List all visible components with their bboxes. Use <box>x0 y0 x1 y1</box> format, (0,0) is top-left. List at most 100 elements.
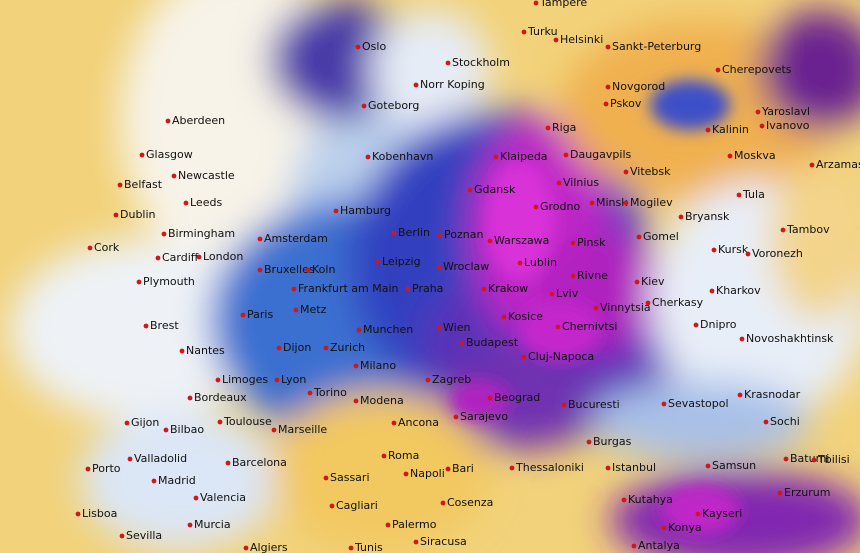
city-dot <box>780 227 786 233</box>
city-dot <box>563 152 569 158</box>
city-label: Samsun <box>712 459 756 472</box>
city-label: Roma <box>388 449 419 462</box>
city-label: Pinsk <box>577 236 606 249</box>
city-dot <box>783 456 789 462</box>
city-label: Berlin <box>398 226 430 239</box>
city-dot <box>257 236 263 242</box>
city-dot <box>271 427 277 433</box>
city-label: Porto <box>92 462 121 475</box>
city-label: Rivne <box>577 269 608 282</box>
city-dot <box>570 240 576 246</box>
city-dot <box>355 44 361 50</box>
city-dot <box>586 439 592 445</box>
city-label: Batumi <box>790 452 829 465</box>
city-label: Algiers <box>250 541 288 553</box>
city-label: Plymouth <box>143 275 195 288</box>
city-dot <box>501 314 507 320</box>
city-label: Limoges <box>222 373 268 386</box>
city-label: Madrid <box>158 474 196 487</box>
city-dot <box>705 463 711 469</box>
city-label: Tbilisi <box>817 453 850 466</box>
city-label: Novoshakhtinsk <box>746 332 834 345</box>
city-dot <box>187 395 193 401</box>
city-label: Oslo <box>362 40 386 53</box>
city-label: Sevastopol <box>668 397 729 410</box>
city-dot <box>361 103 367 109</box>
city-label: Antalya <box>638 539 680 552</box>
city-label: Torino <box>313 386 347 399</box>
city-label: Valencia <box>200 491 246 504</box>
city-label: Marseille <box>278 423 327 436</box>
city-label: Warszawa <box>494 234 549 247</box>
city-label: Koln <box>312 263 335 276</box>
city-label: Murcia <box>194 518 231 531</box>
city-dot <box>759 123 765 129</box>
city-dot <box>755 109 761 115</box>
city-label: Leeds <box>190 196 222 209</box>
city-label: Poznan <box>444 228 483 241</box>
city-dot <box>385 522 391 528</box>
city-dot <box>437 232 443 238</box>
city-label: Bari <box>452 462 474 475</box>
city-label: Budapest <box>466 336 519 349</box>
city-label: Vinnytsia <box>600 301 651 314</box>
city-dot <box>187 522 193 528</box>
city-dot <box>291 286 297 292</box>
city-dot <box>623 169 629 175</box>
city-label: Chernivtsi <box>562 320 617 333</box>
city-dot <box>693 322 699 328</box>
city-dot <box>155 255 161 261</box>
city-dot <box>645 300 651 306</box>
city-dot <box>307 390 313 396</box>
city-dot <box>553 37 559 43</box>
city-label: Kosice <box>508 310 543 323</box>
city-dot <box>425 377 431 383</box>
city-label: Siracusa <box>420 535 467 548</box>
city-dot <box>661 401 667 407</box>
city-label: Toulouse <box>223 415 272 428</box>
city-dot <box>196 254 202 260</box>
city-label: Valladolid <box>134 452 187 465</box>
city-label: Kayseri <box>702 507 742 520</box>
city-label: Minsk <box>596 196 628 209</box>
city-label: Tula <box>742 188 765 201</box>
city-dot <box>521 354 527 360</box>
city-dot <box>124 420 130 426</box>
city-label: Bryansk <box>685 210 730 223</box>
city-dot <box>375 259 381 265</box>
city-label: Zagreb <box>432 373 471 386</box>
city-dot <box>777 490 783 496</box>
city-dot <box>127 456 133 462</box>
city-label: Stockholm <box>452 56 510 69</box>
city-label: Cagliari <box>336 499 378 512</box>
city-label: Ancona <box>398 416 439 429</box>
city-label: Sankt-Peterburg <box>612 40 701 53</box>
city-label: Kobenhavn <box>372 150 433 163</box>
city-label: Istanbul <box>612 461 656 474</box>
city-label: Thessaloniki <box>515 461 584 474</box>
city-dot <box>139 152 145 158</box>
city-label: Sassari <box>330 471 370 484</box>
city-dot <box>440 500 446 506</box>
city-dot <box>405 286 411 292</box>
city-label: Gijon <box>131 416 159 429</box>
city-label: Aberdeen <box>172 114 225 127</box>
city-label: Modena <box>360 394 404 407</box>
city-label: Lyon <box>281 373 306 386</box>
city-dot <box>171 173 177 179</box>
city-dot <box>634 279 640 285</box>
city-label: Frankfurt am Main <box>298 282 399 295</box>
city-dot <box>809 162 815 168</box>
city-dot <box>333 208 339 214</box>
city-label: Ivanovo <box>766 119 810 132</box>
city-dot <box>179 348 185 354</box>
city-label: Lublin <box>524 256 557 269</box>
city-dot <box>605 465 611 471</box>
city-label: Lviv <box>556 287 579 300</box>
city-label: Sevilla <box>126 529 162 542</box>
city-dot <box>593 305 599 311</box>
city-label: Nantes <box>186 344 225 357</box>
city-label: Kutahya <box>628 493 673 506</box>
